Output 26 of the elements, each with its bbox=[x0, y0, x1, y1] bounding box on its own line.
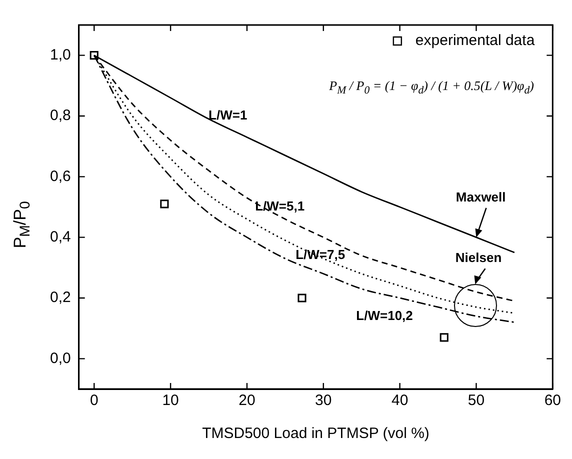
point bbox=[298, 294, 306, 302]
x-tick-label: 10 bbox=[162, 392, 179, 410]
x-tick-label: 30 bbox=[315, 392, 332, 410]
x-tick-label: 50 bbox=[468, 392, 485, 410]
annotation: Nielsen bbox=[455, 250, 502, 266]
y-tick-label: 1,0 bbox=[50, 46, 71, 64]
series-label: L/W=7,5 bbox=[296, 247, 346, 262]
y-tick-label: 0,8 bbox=[50, 107, 71, 124]
y-tick-label: 0,0 bbox=[50, 350, 71, 367]
point bbox=[160, 200, 169, 208]
text: P$_{M}$ / P$_{0}$ = (1 − φ$_{d}$) / (1 + 0.5(L / W)φ$_{d}$) bbox=[329, 78, 534, 97]
series-label: L/W=10,2 bbox=[356, 308, 413, 323]
legend-label: experimental data bbox=[415, 32, 536, 50]
y-tick-label: 0,2 bbox=[50, 289, 71, 306]
point bbox=[440, 333, 448, 342]
series-label: L/W=5,1 bbox=[255, 198, 305, 214]
annotation: Maxwell bbox=[456, 189, 506, 204]
y-tick-label: 0,4 bbox=[50, 228, 71, 246]
x-tick-label: 20 bbox=[238, 392, 256, 410]
y-tick-label: 0,6 bbox=[50, 168, 71, 185]
series-label: L/W=1 bbox=[208, 108, 248, 123]
point bbox=[90, 51, 98, 60]
x-axis-title: TMSD500 Load in PTMSP (vol %) bbox=[202, 425, 430, 442]
x-tick-label: 40 bbox=[391, 392, 408, 410]
x-tick-label: 60 bbox=[544, 392, 561, 410]
x-tick-label: 0 bbox=[90, 392, 98, 410]
